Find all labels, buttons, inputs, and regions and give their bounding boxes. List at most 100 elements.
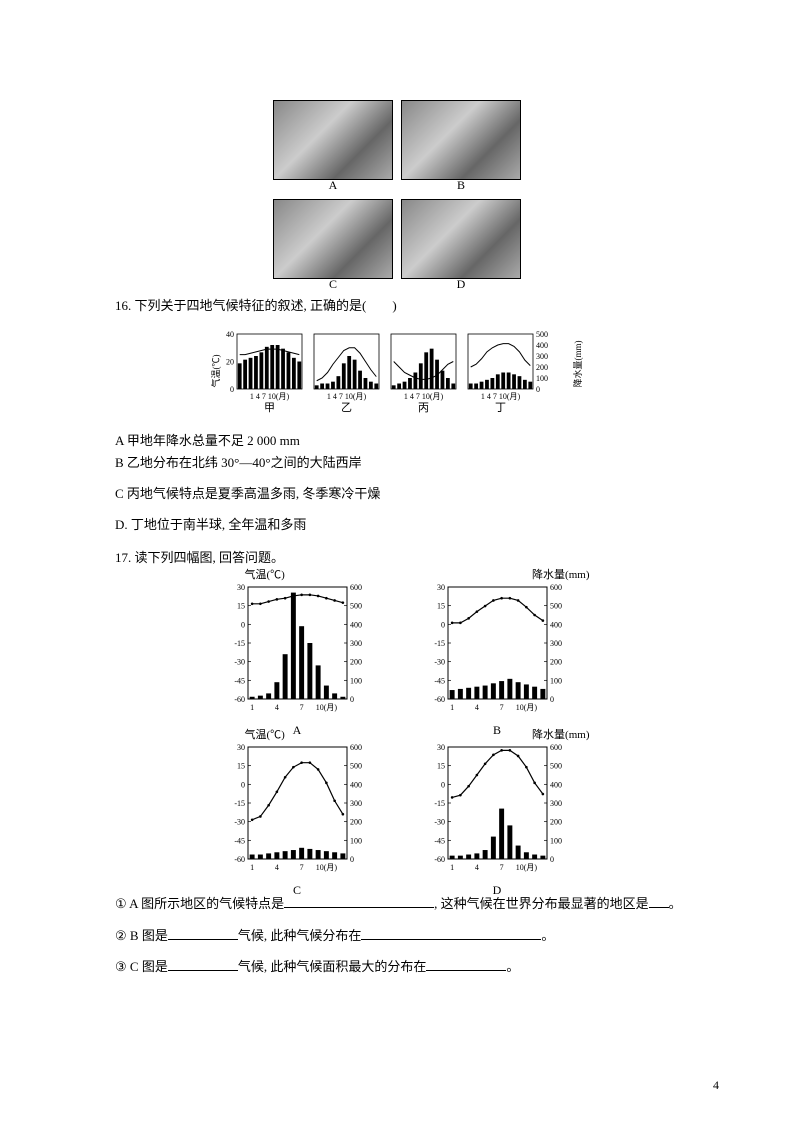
svg-text:0: 0 [441, 621, 445, 630]
svg-text:200: 200 [350, 658, 362, 667]
chart-a-label: A [220, 723, 375, 738]
q16-opt-c: C 丙地气候特点是夏季高温多雨, 冬季寒冷干燥 [115, 484, 724, 505]
svg-text:-45: -45 [434, 837, 445, 846]
svg-text:500: 500 [350, 762, 362, 771]
svg-text:500: 500 [550, 602, 562, 611]
svg-text:-15: -15 [234, 639, 245, 648]
svg-text:10(月): 10(月) [515, 863, 537, 872]
svg-text:15: 15 [437, 602, 445, 611]
q17-sub2-end: 。 [541, 928, 554, 943]
svg-text:300: 300 [350, 639, 362, 648]
chart-c-temp-label: 气温(℃) [245, 726, 285, 742]
svg-text:-30: -30 [434, 658, 445, 667]
svg-text:10(月): 10(月) [315, 703, 337, 712]
chart-d-precip-label: 降水量(mm) [532, 726, 589, 742]
svg-text:400: 400 [536, 341, 548, 350]
q16-opt-b: B 乙地分布在北纬 30°—40°之间的大陆西岸 [115, 453, 724, 474]
photo-c-label: C [329, 277, 337, 292]
svg-text:300: 300 [550, 639, 562, 648]
svg-text:200: 200 [350, 818, 362, 827]
big-chart-row-2: 气温(℃) 30150-15-30-45-6060050040030020010… [220, 742, 575, 877]
svg-text:1: 1 [450, 863, 454, 872]
svg-text:600: 600 [350, 743, 362, 752]
photo-a [273, 100, 393, 180]
svg-text:300: 300 [350, 799, 362, 808]
svg-text:15: 15 [237, 602, 245, 611]
svg-text:30: 30 [237, 743, 245, 752]
svg-text:30: 30 [237, 583, 245, 592]
big-chart-a: 气温(℃) 30150-15-30-45-6060050040030020010… [220, 582, 375, 717]
svg-text:丁: 丁 [495, 402, 506, 414]
photo-d-wrap: D [401, 199, 521, 292]
big-chart-d: 降水量(mm) 30150-15-30-45-60600500400300200… [420, 742, 575, 877]
svg-text:400: 400 [350, 781, 362, 790]
svg-text:1 4 7 10(月): 1 4 7 10(月) [481, 392, 521, 401]
svg-text:甲: 甲 [264, 402, 275, 414]
big-chart-grid: 气温(℃) 30150-15-30-45-6060050040030020010… [70, 582, 724, 877]
svg-text:500: 500 [550, 762, 562, 771]
svg-text:7: 7 [499, 703, 503, 712]
svg-text:100: 100 [550, 837, 562, 846]
svg-text:30: 30 [437, 743, 445, 752]
q17-sub2-blank1[interactable] [168, 927, 238, 940]
photo-d-label: D [457, 277, 466, 292]
q17-sub2-pre: ② B 图是 [115, 928, 168, 943]
chart-a-temp-label: 气温(℃) [245, 566, 285, 582]
big-chart-row-1: 气温(℃) 30150-15-30-45-6060050040030020010… [220, 582, 575, 717]
svg-text:0: 0 [350, 695, 354, 704]
svg-text:600: 600 [550, 743, 562, 752]
svg-text:-60: -60 [234, 855, 245, 864]
svg-text:600: 600 [550, 583, 562, 592]
q17-sub1-mid: , 这种气候在世界分布最显著的地区是 [434, 896, 649, 911]
svg-text:-15: -15 [434, 639, 445, 648]
svg-text:500: 500 [536, 330, 548, 339]
q17-title: 17. 读下列四幅图, 回答问题。 [115, 548, 724, 568]
svg-text:15: 15 [237, 762, 245, 771]
svg-text:30: 30 [437, 583, 445, 592]
svg-text:200: 200 [550, 818, 562, 827]
svg-text:1 4 7 10(月): 1 4 7 10(月) [327, 392, 367, 401]
chart-c-label: C [220, 883, 375, 898]
svg-text:0: 0 [536, 385, 540, 394]
chart-d-label: D [420, 883, 575, 898]
svg-text:7: 7 [499, 863, 503, 872]
svg-text:-30: -30 [234, 818, 245, 827]
mini-charts-svg: 气温(℃)402005004003002001000降水量(mm)1 4 7 1… [207, 326, 587, 421]
photo-c [273, 199, 393, 279]
q17-sub1-blank2[interactable] [649, 895, 669, 908]
svg-text:-45: -45 [434, 677, 445, 686]
svg-text:0: 0 [230, 385, 234, 394]
svg-text:600: 600 [350, 583, 362, 592]
q17-sub2-mid: 气候, 此种气候分布在 [238, 928, 362, 943]
svg-text:气温(℃): 气温(℃) [210, 354, 221, 387]
svg-text:-15: -15 [234, 799, 245, 808]
svg-text:-60: -60 [434, 855, 445, 864]
q16-opt-a: A 甲地年降水总量不足 2 000 mm [115, 431, 724, 452]
svg-text:-45: -45 [234, 677, 245, 686]
svg-text:1: 1 [250, 703, 254, 712]
svg-text:10(月): 10(月) [315, 863, 337, 872]
svg-text:100: 100 [550, 677, 562, 686]
photo-a-wrap: A [273, 100, 393, 193]
q17-sub3-blank1[interactable] [168, 958, 238, 971]
q17-sub2-blank2[interactable] [361, 927, 541, 940]
photo-b-wrap: B [401, 100, 521, 193]
svg-text:100: 100 [350, 837, 362, 846]
svg-text:7: 7 [299, 863, 303, 872]
q16-opt-d: D. 丁地位于南半球, 全年温和多雨 [115, 515, 724, 536]
svg-text:10(月): 10(月) [515, 703, 537, 712]
photo-row-2: C D [273, 199, 521, 292]
svg-text:降水量(mm): 降水量(mm) [572, 340, 583, 387]
q17-sub3-blank2[interactable] [426, 958, 506, 971]
svg-text:-45: -45 [234, 837, 245, 846]
svg-text:1: 1 [450, 703, 454, 712]
svg-text:400: 400 [350, 621, 362, 630]
big-chart-b: 降水量(mm) 30150-15-30-45-60600500400300200… [420, 582, 575, 717]
svg-text:100: 100 [350, 677, 362, 686]
svg-text:1 4 7 10(月): 1 4 7 10(月) [404, 392, 444, 401]
q17-sub3: ③ C 图是气候, 此种气候面积最大的分布在。 [115, 955, 724, 978]
svg-text:7: 7 [299, 703, 303, 712]
page-number: 4 [713, 1078, 719, 1093]
chart-d-svg: 30150-15-30-45-6060050040030020010001471… [420, 742, 575, 877]
svg-text:200: 200 [536, 363, 548, 372]
